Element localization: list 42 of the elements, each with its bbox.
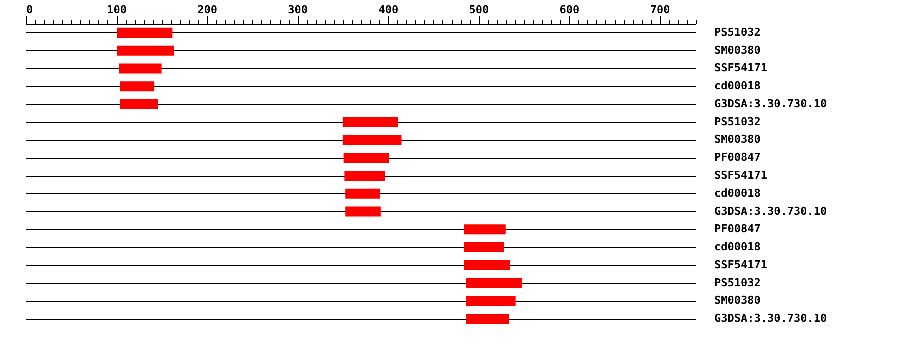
y-tick-label: SM00380 xyxy=(714,294,761,308)
y-tick-label: PF00847 xyxy=(714,151,761,164)
bar xyxy=(466,278,522,288)
y-tick-label: cd00018 xyxy=(714,80,761,93)
x-tick-label: 600 xyxy=(560,4,580,16)
y-tick-label: SM00380 xyxy=(714,44,761,57)
y-tick-label: G3DSA:3.30.730.10 xyxy=(714,204,828,218)
bar xyxy=(346,188,380,199)
bar xyxy=(117,28,173,38)
y-tick-label: cd00018 xyxy=(714,186,761,200)
bar xyxy=(466,314,510,324)
bar xyxy=(464,224,506,235)
y-tick-label: SSF54171 xyxy=(714,169,768,182)
bar xyxy=(344,153,390,164)
y-tick-label: SSF54171 xyxy=(714,62,768,75)
x-tick-label: 700 xyxy=(650,4,670,16)
x-tick-label: 100 xyxy=(107,4,127,16)
y-tick-label: PS51032 xyxy=(714,276,761,290)
bar xyxy=(342,117,398,128)
y-tick-label: SM00380 xyxy=(714,133,761,146)
y-tick-label: PS51032 xyxy=(714,26,761,39)
y-tick-label: cd00018 xyxy=(714,240,761,254)
bar xyxy=(466,296,516,306)
bar xyxy=(344,170,386,182)
bar xyxy=(120,82,155,92)
bar xyxy=(120,99,158,110)
y-tick-label: PS51032 xyxy=(714,115,761,128)
y-tick-label: G3DSA:3.30.730.10 xyxy=(714,97,828,110)
x-tick-label: 300 xyxy=(288,4,308,16)
y-tick-label: PF00847 xyxy=(714,222,761,236)
x-tick-label: 0 xyxy=(26,4,34,16)
bar xyxy=(342,135,402,146)
y-tick-label: G3DSA:3.30.730.10 xyxy=(714,312,828,326)
bar xyxy=(346,206,381,217)
x-tick-label: 200 xyxy=(198,4,218,16)
bar xyxy=(119,64,162,74)
x-tick-label: 400 xyxy=(378,4,399,16)
y-tick-label: SSF54171 xyxy=(714,258,768,272)
bar xyxy=(464,260,510,270)
x-tick-label: 500 xyxy=(469,4,490,16)
bar xyxy=(464,242,504,253)
bar xyxy=(117,46,174,56)
